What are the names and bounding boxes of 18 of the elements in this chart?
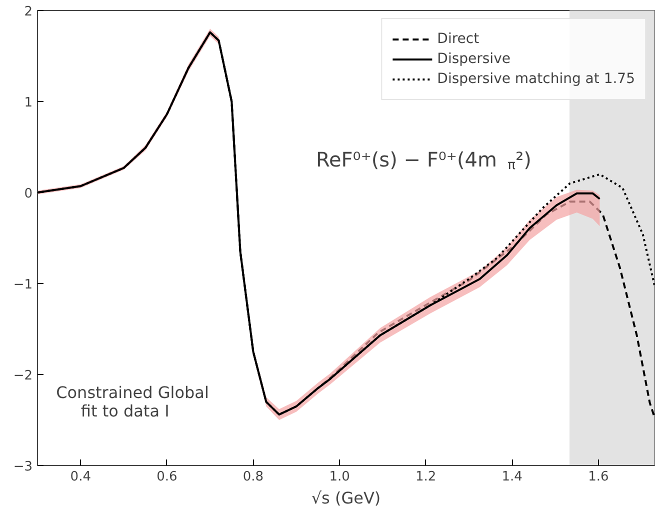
x-tick-label: 1.4: [502, 470, 522, 484]
y-tick-label: 2: [24, 4, 33, 20]
y-tick-label: 1: [24, 96, 33, 110]
x-tick-label: 0.8: [242, 470, 264, 484]
y-tick-label: −3: [13, 460, 33, 474]
x-tick-label: 0.4: [70, 470, 91, 484]
legend-label: Direct: [437, 31, 480, 47]
annotation: Constrained Global fit to data I: [56, 383, 209, 421]
y-tick-label: 0: [24, 186, 33, 202]
x-tick-label: 0.6: [156, 470, 178, 484]
x-tick-label: 1.2: [415, 470, 436, 484]
y-tick-label: −2: [13, 368, 33, 384]
legend-label: Dispersive matching at 1.75: [437, 71, 635, 87]
x-axis-title: √s (GeV): [311, 488, 381, 508]
x-tick-label: 1.6: [588, 470, 609, 484]
legend-label: Dispersive: [437, 51, 510, 67]
x-tick-label: 1.0: [329, 470, 350, 484]
y-tick-label: −1: [13, 278, 33, 292]
